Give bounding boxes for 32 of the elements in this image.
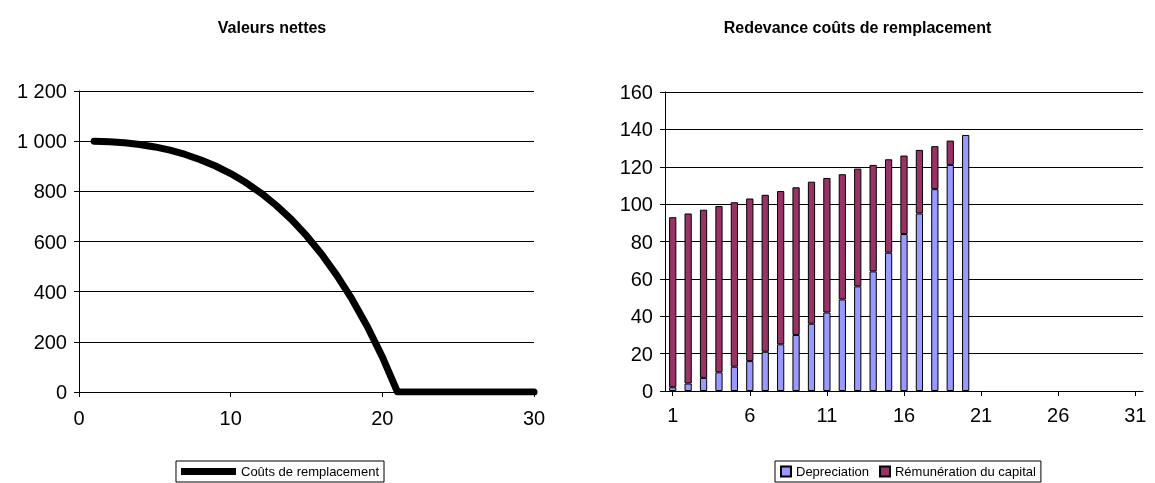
y-tick-label: 80 (630, 230, 653, 253)
x-tick-label: 1 (667, 404, 679, 426)
x-tick-label: 30 (522, 407, 546, 429)
y-tick-label: 200 (33, 330, 67, 353)
chart-title: Valeurs nettes (217, 18, 327, 36)
y-tick-label: 600 (33, 230, 67, 253)
y-tick-label: 40 (630, 305, 653, 328)
x-tick-label: 11 (816, 404, 838, 426)
legend-label: Depreciation (796, 464, 869, 479)
x-tick-label: 21 (969, 404, 993, 426)
legend-label: Rémunération du capital (894, 464, 1037, 479)
y-tick-label: 400 (33, 280, 67, 303)
y-tick-label: 1 200 (16, 80, 67, 102)
y-tick-label: 0 (55, 381, 67, 403)
legend-label: Coûts de remplacement (240, 464, 380, 479)
y-tick-label: 1 000 (16, 130, 67, 153)
y-tick-label: 0 (641, 380, 653, 402)
x-tick-label: 20 (371, 407, 394, 429)
x-tick-label: 10 (219, 407, 242, 429)
chart-title: Redevance coûts de remplacement (723, 18, 992, 36)
x-tick-label: 0 (73, 407, 85, 429)
x-tick-label: 26 (1047, 404, 1070, 426)
y-tick-label: 20 (630, 342, 653, 365)
y-tick-label: 100 (619, 193, 653, 216)
y-tick-label: 60 (630, 267, 653, 290)
x-tick-label: 6 (744, 404, 756, 426)
y-tick-label: 800 (33, 180, 67, 203)
y-tick-label: 160 (619, 81, 653, 103)
y-tick-label: 140 (619, 118, 653, 141)
x-tick-label: 31 (1124, 404, 1147, 426)
x-tick-label: 16 (892, 404, 916, 426)
y-tick-label: 120 (619, 155, 653, 178)
